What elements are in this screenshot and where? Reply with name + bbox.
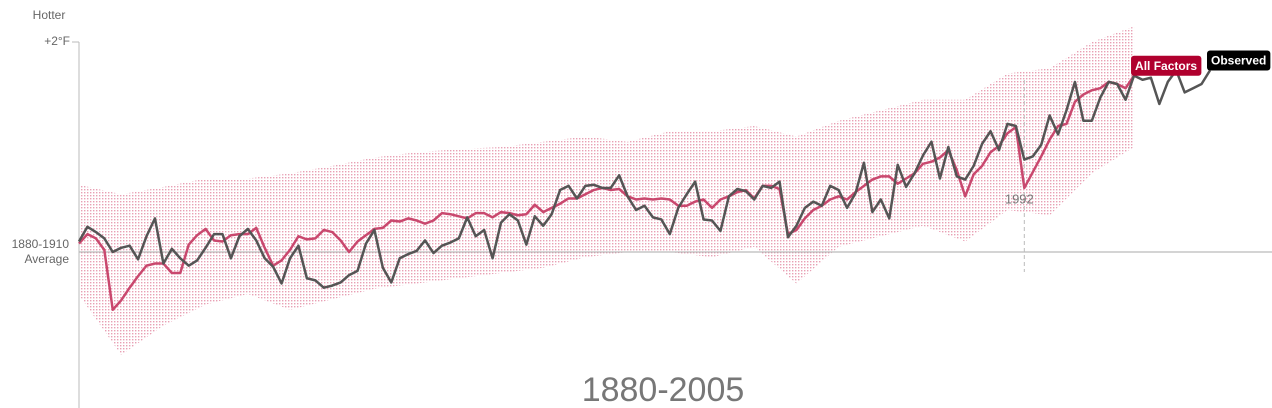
y-axis-label: Hotter: [33, 8, 66, 22]
annotation-label: 1992: [1005, 191, 1034, 206]
series-label-bg: [1131, 55, 1202, 76]
series-label-text: Observed: [1211, 54, 1266, 68]
series-label-text: All Factors: [1135, 59, 1197, 73]
series-label-bg: [1207, 50, 1271, 71]
y-tick-label: 1880-1910 Average: [11, 237, 69, 266]
series-label: Observed: [1207, 50, 1271, 71]
series-line: [77, 69, 1212, 289]
uncertainty-band: [79, 26, 1135, 355]
chart-title: 1880-2005: [582, 371, 745, 408]
y-tick-label: +2°F: [44, 34, 70, 48]
series-label: All Factors: [1131, 55, 1202, 76]
